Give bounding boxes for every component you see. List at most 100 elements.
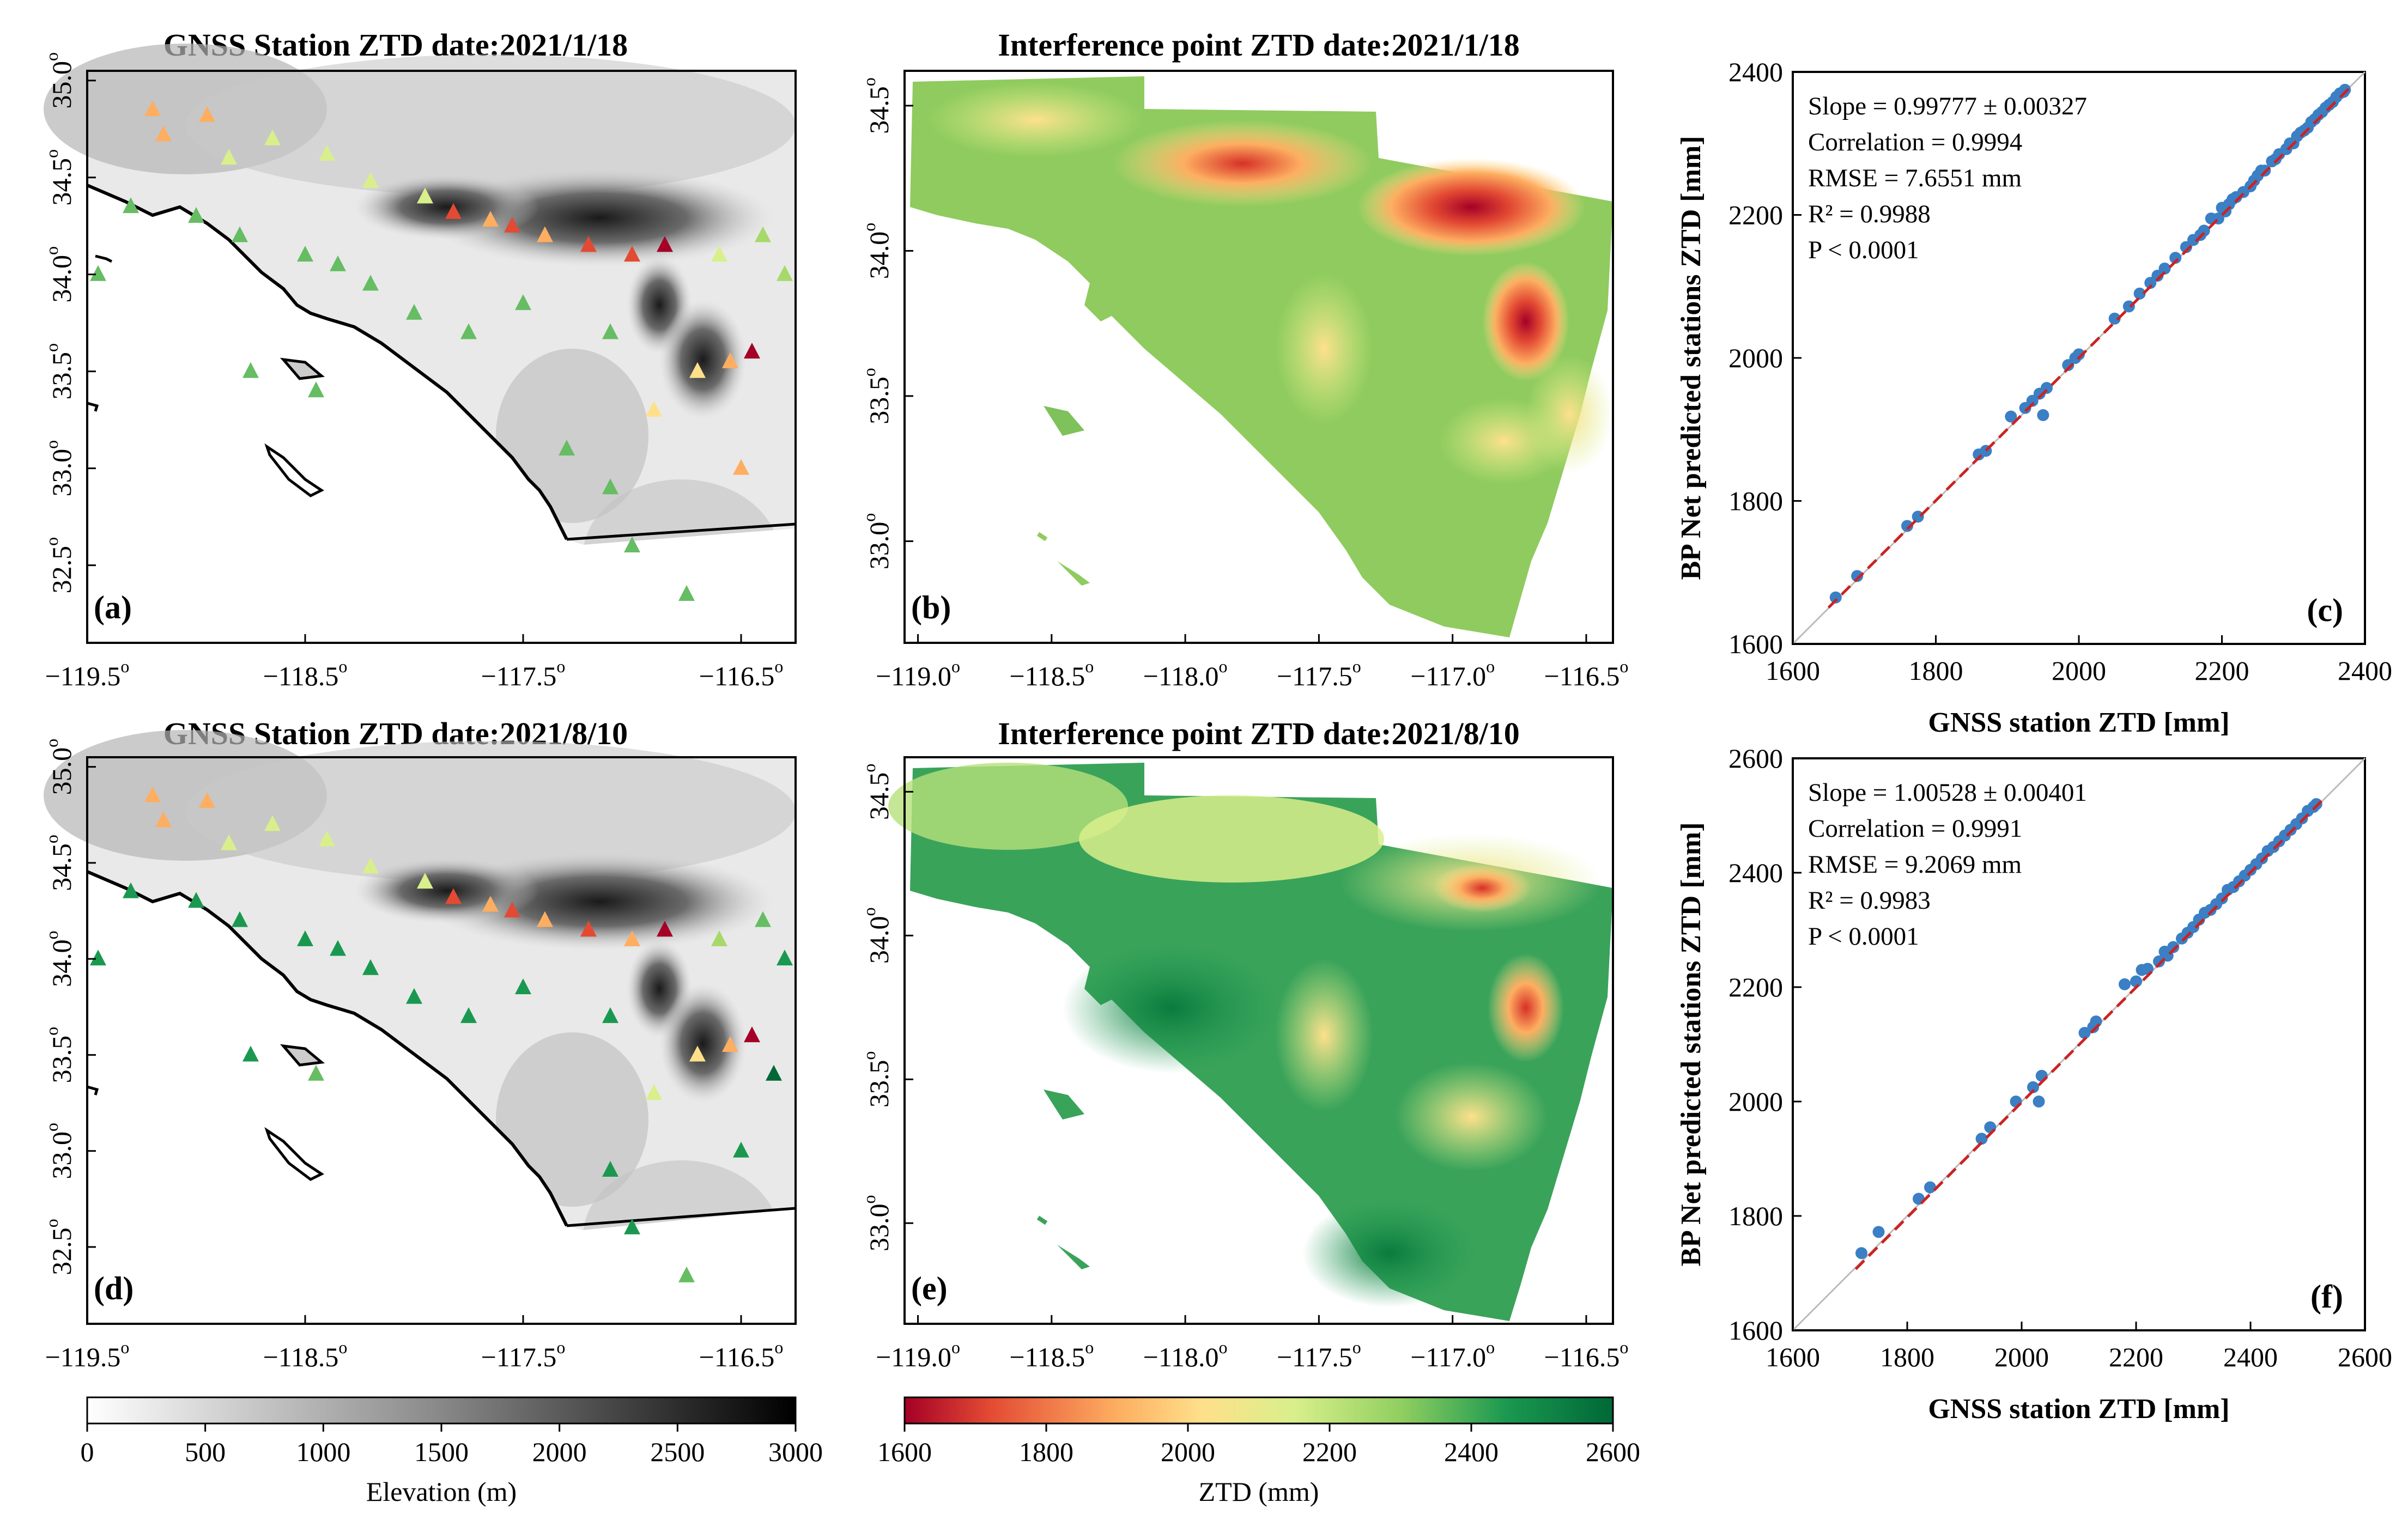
annotation-correlation: Correlation = 0.9991: [1808, 814, 2022, 843]
island: [1057, 1245, 1090, 1269]
station-marker: [232, 226, 248, 242]
x-tick-label: −118.5o: [1009, 1337, 1094, 1372]
y-tick-label: 32.5o: [42, 1219, 77, 1275]
x-tick-label: 1800: [1909, 655, 1963, 686]
ocean: [87, 185, 796, 643]
x-tick-label: −119.0o: [876, 1337, 960, 1372]
y-tick-label: 33.0o: [859, 513, 894, 570]
y-tick-label: 2000: [1728, 1086, 1783, 1117]
x-tick-label: 2400: [2223, 1342, 2278, 1372]
station-marker: [678, 585, 695, 601]
colorbar-ztd: [903, 1396, 1614, 1425]
data-point: [1872, 1226, 1885, 1238]
x-tick-label: −116.5o: [1544, 656, 1629, 691]
data-point: [2167, 941, 2180, 953]
station-marker: [580, 236, 597, 252]
station-marker: [580, 921, 597, 937]
island: [1036, 532, 1048, 542]
ztd-zone: [1482, 261, 1569, 381]
fit-line: [1827, 84, 2354, 609]
ztd-zone: [888, 763, 1128, 850]
station-marker: [460, 323, 477, 339]
y-axis-label: BP Net predicted stations ZTD [mm]: [1676, 822, 1707, 1266]
station-marker: [504, 216, 520, 233]
station-marker: [733, 459, 749, 475]
panel-frame: [903, 70, 1614, 644]
station-marker: [689, 1045, 706, 1062]
annotation-r2: R² = 0.9988: [1808, 200, 1931, 228]
ztd-zone: [1439, 398, 1569, 485]
island: [87, 401, 99, 412]
island: [1044, 406, 1084, 436]
y-tick-label: 34.5o: [859, 764, 894, 820]
x-axis-label: GNSS station ZTD [mm]: [1928, 707, 2229, 738]
y-tick-label: 2400: [1728, 857, 1783, 888]
colorbar-tick-label: 1500: [414, 1437, 469, 1467]
station-marker: [330, 940, 346, 956]
station-marker: [744, 343, 760, 359]
station-marker: [199, 106, 215, 122]
ztd-zone: [1112, 120, 1373, 207]
station-marker: [657, 236, 673, 252]
colorbar-tick-label: 2600: [1586, 1437, 1640, 1467]
x-tick-label: −118.5o: [263, 656, 348, 691]
station-marker: [646, 1084, 662, 1100]
scatter-plot-c: 1600 1800 2000 2200 2400 1600 1800 2000 2200 2400: [1728, 57, 2392, 686]
y-tick-label: 34.0o: [42, 246, 77, 303]
y-tick-label: 1800: [1728, 1201, 1783, 1231]
data-point: [1901, 520, 1913, 532]
relief-mountain: [659, 300, 747, 419]
x-tick-label: −117.5o: [481, 1337, 566, 1372]
y-tick-label: 2200: [1728, 972, 1783, 1002]
station-marker: [722, 1036, 738, 1052]
x-tick-label: 1600: [1766, 1342, 1820, 1372]
x-tick-label: −119.0o: [876, 656, 960, 691]
colorbar-ticks: 0 500 1000 1500 2000 2500 3000: [81, 1423, 823, 1467]
x-tick-label: 2200: [2109, 1342, 2163, 1372]
station-marker: [297, 246, 313, 262]
data-point: [2158, 262, 2171, 275]
colorbar-tick-label: 3000: [768, 1437, 823, 1467]
x-tick-label: −116.5o: [699, 656, 784, 691]
data-point: [2027, 1081, 2039, 1093]
x-tick-label: 2000: [1994, 1342, 2049, 1372]
annotation-r2: R² = 0.9983: [1808, 886, 1931, 915]
station-marker: [766, 1064, 782, 1081]
relief-band: [185, 741, 796, 883]
island: [280, 357, 325, 380]
data-point: [2108, 312, 2121, 325]
annotation-rmse: RMSE = 7.6551 mm: [1808, 164, 2022, 192]
data-point: [1855, 1247, 1867, 1260]
data-point: [1829, 591, 1842, 604]
station-marker: [155, 125, 172, 142]
panel-d: GNSS Station ZTD date:2021/8/10 (d) −119…: [42, 716, 797, 1372]
y-tick-label: 33.5o: [42, 1027, 77, 1084]
x-tick-label: −117.0o: [1410, 1337, 1495, 1372]
station-marker: [559, 440, 575, 456]
data-point: [2169, 252, 2182, 264]
annotation-slope: Slope = 0.99777 ± 0.00327: [1808, 92, 2087, 120]
panel-e-title: Interference point ZTD date:2021/8/10: [998, 716, 1519, 751]
x-tick-label: −117.5o: [1277, 1337, 1361, 1372]
station-marker: [232, 911, 248, 927]
x-tick-label: 2600: [2338, 1342, 2392, 1372]
panel-label-a: (a): [94, 589, 132, 625]
x-tick-label: −118.5o: [263, 1337, 348, 1372]
colorbar-tick-label: 2000: [532, 1437, 587, 1467]
x-tick-label: 2200: [2195, 655, 2249, 686]
station-marker: [264, 129, 281, 145]
x-tick-label: 2400: [2338, 655, 2392, 686]
ztd-zone: [1079, 795, 1384, 883]
panel-e-map: [888, 756, 1614, 1325]
y-tick-label: 34.5o: [859, 77, 894, 134]
station-marker: [689, 362, 706, 378]
relief-mountain: [659, 983, 747, 1103]
y-tick-label: 34.0o: [859, 223, 894, 279]
station-marker: [624, 537, 640, 553]
station-marker: [242, 362, 259, 378]
station-marker: [417, 187, 433, 204]
island: [1036, 1215, 1048, 1225]
data-point: [2339, 83, 2351, 96]
axis-ticks: −119.0o −118.5o −118.0o −117.5o −117.0o −116.…: [859, 764, 1628, 1372]
